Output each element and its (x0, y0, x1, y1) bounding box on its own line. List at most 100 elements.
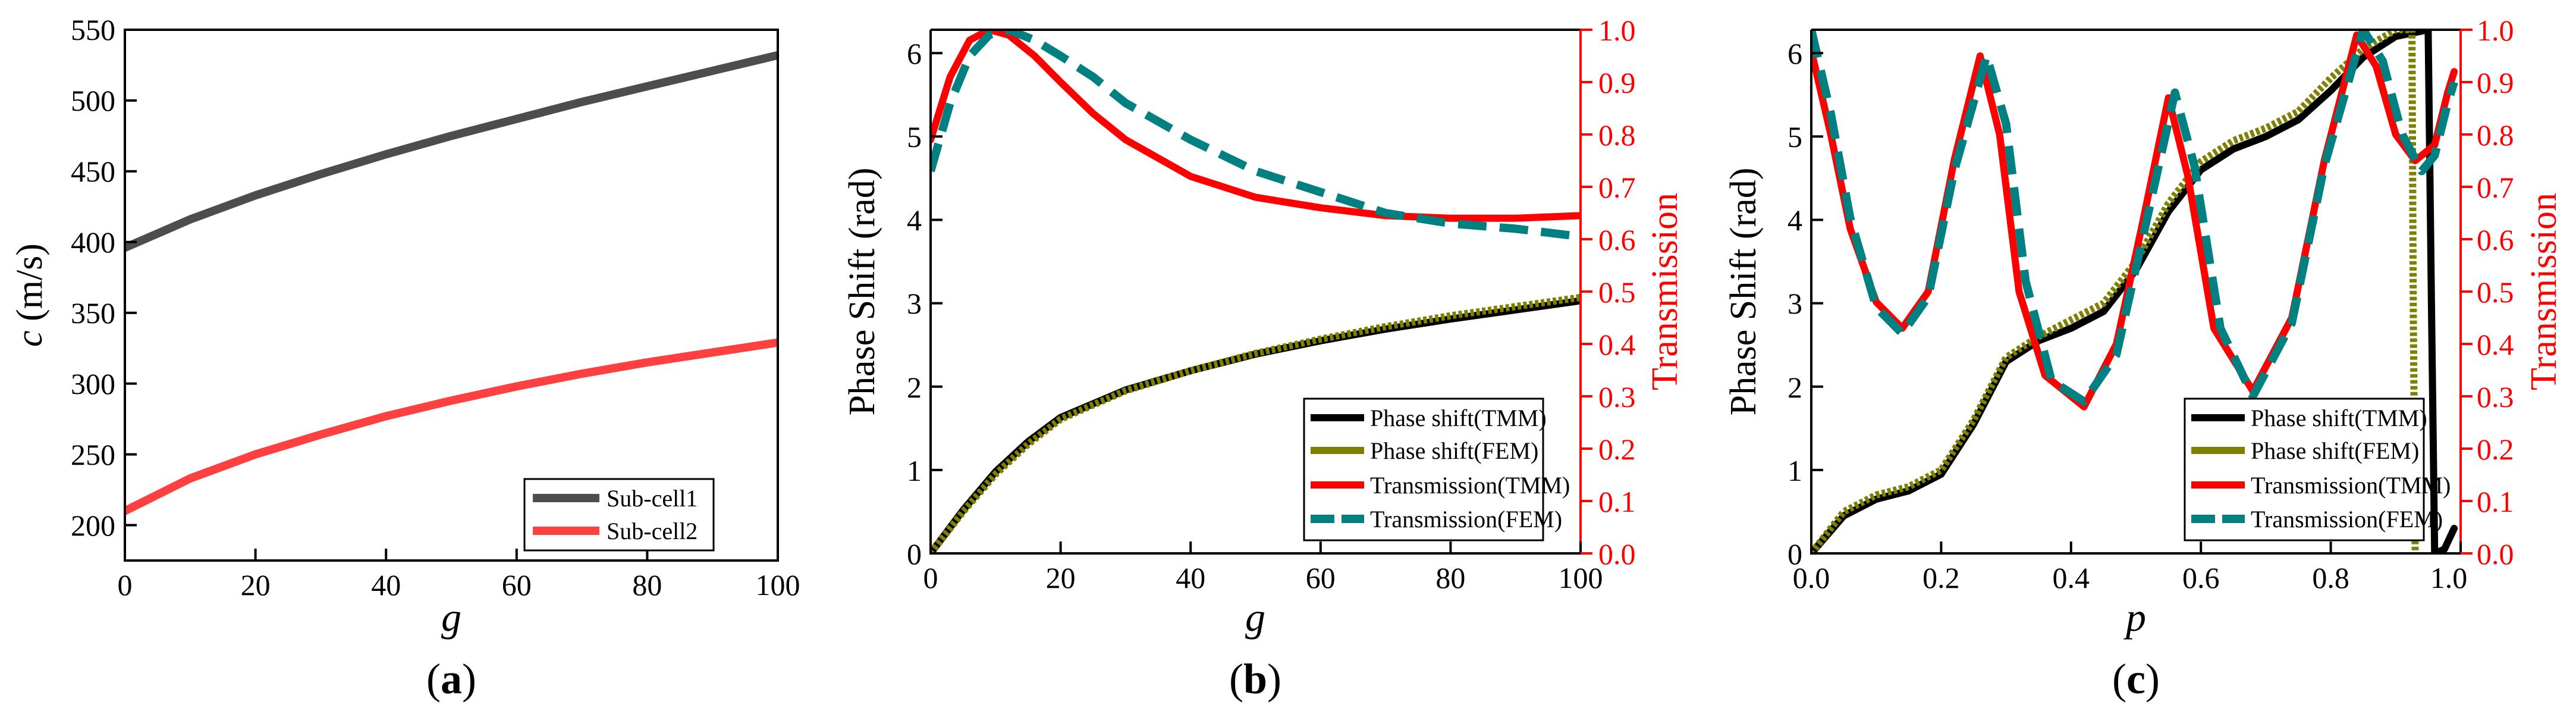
panel-a-plot-frame (124, 29, 779, 562)
panel-c-x-axis-title: p (2123, 594, 2146, 640)
right-y-tick-label: 0.6 (1598, 223, 1636, 256)
panel-c-y-axis-title: Phase Shift (rad) (1723, 168, 1764, 416)
series-transmission-tmm-line (931, 30, 1581, 222)
y-tick-label: 550 (71, 13, 115, 46)
panel-c-label: (c) (2112, 655, 2160, 703)
panel-b-label: (b) (1229, 655, 1281, 703)
right-y-tick-label: 0.5 (2477, 276, 2514, 309)
panel-b-x-axis-title: g (1245, 594, 1265, 640)
series-transmission-fem-line (931, 30, 1581, 241)
panel-b-y-axis-title: Phase Shift (rad) (842, 168, 882, 416)
y-tick-label: 1 (1788, 454, 1802, 487)
x-tick-label: 20 (241, 568, 271, 602)
x-tick-label: 40 (1176, 561, 1205, 594)
legend-label-transmission-fem: Transmission(FEM) (2251, 506, 2443, 533)
y-tick-label: 6 (1788, 37, 1802, 70)
right-y-tick-label: 0.8 (1598, 118, 1636, 152)
y-tick-label: 3 (1788, 287, 1802, 320)
legend-label-phase-shift-fem: Phase shift(FEM) (2251, 437, 2419, 464)
right-y-tick-label: 0.3 (1598, 380, 1636, 414)
panel-label-letter: c (2126, 655, 2145, 703)
panel-a-legend: Sub-cell1 Sub-cell2 (523, 478, 715, 552)
x-tick-label: 40 (371, 568, 401, 602)
x-tick-label: 0.6 (2182, 561, 2220, 594)
x-tick-label: 1.0 (2430, 561, 2468, 594)
right-y-tick-label: 0.0 (2477, 537, 2514, 571)
legend-label-phase-shift-tmm: Phase shift(TMM) (1370, 405, 1547, 431)
panel-label-close: ) (462, 655, 476, 703)
right-y-tick-label: 0.7 (2477, 171, 2514, 204)
right-y-tick-label: 0.0 (1598, 537, 1636, 571)
panel-label-open: ( (1229, 655, 1243, 703)
panel-label-letter: a (441, 655, 462, 703)
panel-c-x-ticks: 0.0 0.2 0.4 0.6 0.8 1.0 (1793, 541, 2468, 594)
x-tick-label: 0.0 (1793, 561, 1830, 594)
y-axis-variable: c (10, 330, 50, 347)
y-tick-label: 250 (71, 438, 115, 471)
right-y-tick-label: 0.2 (2477, 433, 2514, 466)
right-y-tick-label: 1.0 (2477, 14, 2514, 47)
right-y-tick-label: 0.2 (1598, 433, 1636, 466)
panel-a-y-ticks: 200 250 300 350 400 450 500 550 (71, 13, 137, 542)
panel-b-right-y-ticks: 0.0 0.1 0.2 0.3 0.4 0.5 0.6 0.7 0.8 0.9 … (1581, 14, 1636, 571)
y-tick-label: 4 (907, 204, 922, 237)
panel-c-right-y-ticks: 0.0 0.1 0.2 0.3 0.4 0.5 0.6 0.7 0.8 0.9 … (2461, 14, 2514, 571)
right-y-tick-label: 0.5 (1598, 276, 1636, 309)
right-y-tick-label: 0.4 (1598, 328, 1636, 361)
x-tick-label: 80 (632, 568, 662, 602)
right-y-tick-label: 1.0 (1598, 14, 1636, 47)
y-tick-label: 400 (71, 226, 115, 259)
legend-label-sub-cell2: Sub-cell2 (607, 518, 698, 544)
panel-b-legend: Phase shift(TMM) Phase shift(FEM) Transm… (1303, 397, 1570, 541)
right-y-tick-label: 0.3 (2477, 380, 2514, 414)
right-y-tick-label: 0.1 (1598, 485, 1636, 518)
panel-label-open: ( (2112, 655, 2126, 703)
panel-a-x-ticks: 0 20 40 60 80 100 (118, 549, 800, 602)
y-tick-label: 6 (907, 37, 922, 70)
y-axis-unit: (m/s) (10, 243, 50, 330)
x-tick-label: 80 (1435, 561, 1465, 594)
panel-label-open: ( (426, 655, 441, 703)
panel-b: 0 20 40 60 80 100 0 1 2 3 4 5 6 (842, 14, 1685, 703)
series-sub-cell1-line (125, 51, 778, 252)
right-y-tick-label: 0.9 (2477, 66, 2514, 99)
series-transmission-tmm-line (1811, 31, 2458, 411)
panel-a: 0 20 40 60 80 100 200 250 300 350 400 45… (10, 13, 800, 703)
x-tick-label: 60 (502, 568, 532, 602)
x-tick-label: 60 (1306, 561, 1336, 594)
y-tick-label: 200 (71, 509, 115, 542)
panel-b-series (931, 30, 1581, 553)
y-tick-label: 4 (1788, 204, 1802, 237)
right-y-tick-label: 0.8 (2477, 118, 2514, 152)
panel-b-x-ticks: 0 20 40 60 80 100 (923, 541, 1603, 594)
panel-b-right-y-axis-title: Transmission (1645, 193, 1685, 390)
right-y-tick-label: 0.1 (2477, 485, 2514, 518)
x-tick-label: 0 (118, 568, 133, 602)
panel-c: 0.0 0.2 0.4 0.6 0.8 1.0 0 1 2 3 4 5 6 (1723, 14, 2564, 703)
legend-label-phase-shift-fem: Phase shift(FEM) (1370, 437, 1538, 464)
x-tick-label: 0 (923, 561, 938, 594)
x-tick-label: 100 (1559, 561, 1603, 594)
y-tick-label: 2 (907, 371, 922, 404)
legend-box (523, 478, 715, 552)
series-phase-shift-fem-line (931, 293, 1581, 553)
right-y-tick-label: 0.9 (1598, 66, 1636, 99)
panel-a-x-axis-title: g (441, 594, 461, 640)
right-y-tick-label: 0.6 (2477, 223, 2514, 256)
panel-a-label: (a) (426, 655, 476, 703)
panel-c-series (1811, 30, 2458, 553)
series-phase-shift-tmm-line (1811, 30, 2458, 553)
series-sub-cell2-line (125, 338, 778, 515)
y-tick-label: 1 (907, 454, 922, 487)
panel-a-series (125, 51, 778, 515)
y-tick-label: 500 (71, 84, 115, 117)
panel-c-legend: Phase shift(TMM) Phase shift(FEM) Transm… (2184, 397, 2451, 541)
y-tick-label: 3 (907, 287, 922, 320)
x-tick-label: 20 (1046, 561, 1076, 594)
legend-label-phase-shift-tmm: Phase shift(TMM) (2251, 405, 2427, 431)
y-tick-label: 300 (71, 367, 115, 400)
y-tick-label: 5 (907, 120, 922, 154)
right-y-tick-label: 0.4 (2477, 328, 2514, 361)
x-tick-label: 0.8 (2312, 561, 2349, 594)
